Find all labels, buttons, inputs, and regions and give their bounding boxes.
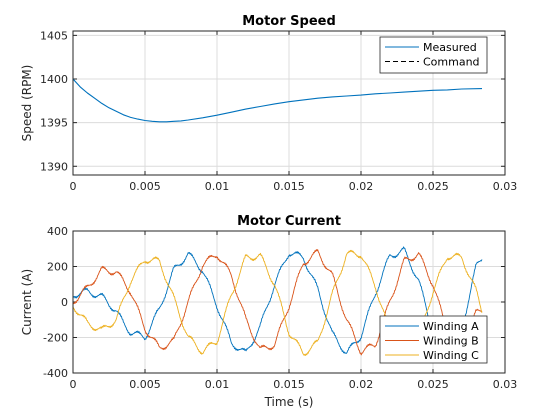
x-tick-labels-motor-current: 0 0.005 0.01 0.015 0.02 0.025 0.03 [70, 378, 518, 391]
axes-frame-motor-speed [72, 30, 506, 176]
x-tick-label: 0.005 [129, 180, 161, 193]
y-tick-label: 200 [47, 261, 68, 274]
x-tick-label: 0.015 [273, 180, 305, 193]
legend-entry-measured: Measured [423, 41, 477, 54]
legend-entry-winding-b: Winding B [423, 335, 479, 348]
legend-box [379, 36, 488, 74]
x-tick-label: 0.025 [417, 378, 449, 391]
legend-motor-speed: Measured Command [379, 36, 488, 74]
y-axis-label-motor-speed: Speed (RPM) [20, 65, 34, 142]
x-tick-label: 0.02 [349, 180, 374, 193]
series-line-measured [72, 78, 483, 123]
x-tick-label: 0.015 [273, 378, 305, 391]
series-line-winding-b [72, 249, 483, 356]
y-tick-labels-motor-current: -400 -200 0 200 400 [43, 225, 68, 380]
axes-frame-motor-current [72, 230, 506, 374]
y-axis-label-motor-current: Current (A) [20, 269, 34, 335]
y-tick-label: 1395 [40, 117, 68, 130]
y-tick-labels-motor-speed: 1390 1395 1400 1405 [40, 29, 68, 173]
y-tick-label: 0 [61, 296, 68, 309]
chart-title-motor-current: Motor Current [237, 214, 341, 229]
legend-entry-command: Command [423, 56, 480, 69]
legend-entry-winding-a: Winding A [423, 320, 479, 333]
x-tick-label: 0.01 [205, 180, 230, 193]
chart-title-motor-speed: Motor Speed [242, 14, 336, 29]
axes-motor-speed: 0 0.005 0.01 0.015 0.02 0.025 0.03 1390 1395 140… [20, 14, 517, 193]
series-group-motor-speed [72, 78, 483, 123]
x-tick-label: 0.025 [417, 180, 449, 193]
y-tick-label: -200 [43, 332, 68, 345]
y-tick-label: 1390 [40, 160, 68, 173]
y-tick-label: -400 [43, 367, 68, 380]
x-tick-label: 0.01 [205, 378, 230, 391]
x-tick-labels-motor-speed: 0 0.005 0.01 0.015 0.02 0.025 0.03 [70, 180, 518, 193]
x-tick-label: 0.02 [349, 378, 374, 391]
series-line-winding-a [72, 246, 483, 356]
x-axis-label-motor-current: Time (s) [264, 395, 314, 409]
y-tick-label: 1405 [40, 29, 68, 42]
axes-motor-current: 0 0.005 0.01 0.015 0.02 0.025 0.03 -400 -200 0 20… [20, 214, 517, 409]
legend-entry-winding-c: Winding C [423, 349, 479, 362]
x-tick-label: 0.005 [129, 378, 161, 391]
x-tick-label: 0 [70, 378, 77, 391]
x-tick-label: 0.03 [493, 180, 518, 193]
x-tick-label: 0 [70, 180, 77, 193]
x-tick-label: 0.03 [493, 378, 518, 391]
y-tick-label: 400 [47, 225, 68, 238]
y-tick-label: 1400 [40, 73, 68, 86]
